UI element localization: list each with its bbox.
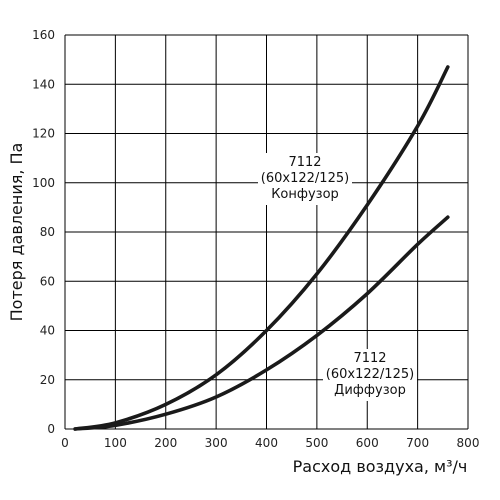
- x-tick-label: 0: [61, 436, 69, 450]
- x-tick-label: 200: [154, 436, 177, 450]
- x-axis-label: Расход воздуха, м³/ч: [293, 457, 468, 476]
- x-tick-label: 600: [356, 436, 379, 450]
- annotation-background: [323, 349, 417, 401]
- annotation-text: (60x122/125): [261, 171, 349, 186]
- curves: [73, 65, 450, 431]
- annotation-text: (60x122/125): [326, 367, 414, 382]
- y-tick-label: 60: [40, 274, 55, 288]
- x-tick-label: 800: [457, 436, 480, 450]
- series-line-diffuzor: [73, 215, 450, 431]
- grid: [64, 34, 469, 430]
- annotation-background: [258, 153, 352, 205]
- y-tick-label: 140: [32, 77, 55, 91]
- y-tick-label: 0: [47, 422, 55, 436]
- y-tick-label: 160: [32, 28, 55, 42]
- x-tick-label: 500: [305, 436, 328, 450]
- x-tick-label: 300: [205, 436, 228, 450]
- annotation-text: 7112: [288, 155, 321, 170]
- x-tick-label: 400: [255, 436, 278, 450]
- y-tick-label: 40: [40, 324, 55, 338]
- y-tick-label: 80: [40, 225, 55, 239]
- y-tick-label: 120: [32, 127, 55, 141]
- annotation-text: Конфузор: [271, 187, 339, 202]
- x-tick-label: 100: [104, 436, 127, 450]
- series-line-konfuzor: [73, 65, 450, 431]
- annotations: 7112(60x122/125)Конфузор7112(60x122/125)…: [258, 153, 417, 401]
- y-axis-label: Потеря давления, Па: [7, 143, 26, 322]
- annotation-text: Диффузор: [334, 383, 406, 398]
- annotation-text: 7112: [353, 351, 386, 366]
- tick-labels: 0 100 200 300 400 500 600 700 800 0 20 40 60 80 100 120…: [32, 28, 479, 450]
- y-tick-label: 20: [40, 373, 55, 387]
- y-tick-label: 100: [32, 176, 55, 190]
- x-tick-label: 700: [406, 436, 429, 450]
